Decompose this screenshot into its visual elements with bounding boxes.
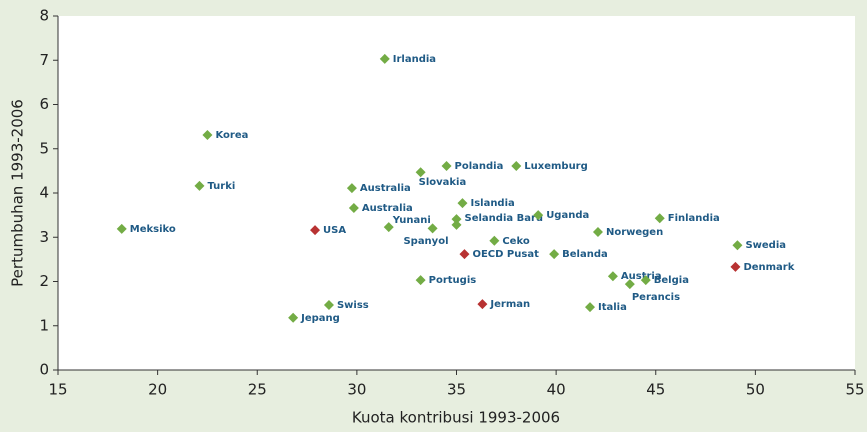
x-tick-label: 55 [845,381,864,399]
point-label: Jerman [489,299,530,310]
y-tick-label: 4 [39,184,49,202]
point-label: USA [323,225,346,236]
point-label: Austria [621,271,662,282]
point [584,302,595,313]
point [654,213,665,224]
point [415,167,426,178]
y-tick-label: 6 [39,95,49,113]
x-axis-title: Kuota kontribusi 1993-2006 [352,409,560,427]
point [415,275,426,286]
point-label: Islandia [470,198,514,209]
point [459,249,470,260]
point [288,312,299,323]
x-tick-label: 35 [447,381,466,399]
point-label: Spanyol [403,236,448,247]
point [346,183,357,194]
y-tick-label: 3 [39,228,49,246]
x-tick-label: 40 [547,381,566,399]
point-label: Luxemburg [524,161,588,172]
point [732,240,743,251]
point-label: Turki [207,181,235,192]
point-label: Jepang [300,313,340,324]
point-label: Swiss [337,300,369,311]
point [116,223,127,234]
y-tick-label: 2 [39,272,49,290]
point [451,214,462,225]
point-label: Denmark [743,262,794,273]
point-label: Polandia [455,161,504,172]
point-label: Yunani [392,215,431,226]
x-tick-label: 20 [148,381,167,399]
point [427,223,438,234]
point [624,279,635,290]
y-tick-label: 7 [39,51,49,69]
point-label: Australia [360,183,411,194]
point [441,161,452,172]
x-tick-label: 50 [746,381,765,399]
y-tick-label: 0 [39,361,49,379]
x-tick-label: 30 [347,381,366,399]
point-label: Irlandia [393,54,436,65]
point-label: Belgia [654,275,689,286]
point-label: Ceko [502,236,530,247]
point-label: Italia [598,302,627,313]
point [730,261,741,272]
point-label: Meksiko [130,224,176,235]
point-label: Norwegen [606,227,663,238]
point [533,210,544,221]
point-label: Australia [362,203,413,214]
point [640,275,651,286]
x-tick-label: 25 [248,381,267,399]
point [607,271,618,282]
point [549,249,560,260]
y-tick-label: 1 [39,316,49,334]
point-label: Uganda [546,210,589,221]
y-axis-title: Pertumbuhan 1993-2006 [9,99,27,287]
point-label: Slovakia [419,177,467,188]
plot-area [58,16,855,370]
point-label: Portugis [429,275,477,286]
point [379,53,390,64]
point [477,299,488,310]
point [489,235,500,246]
point [323,299,334,310]
point [511,161,522,172]
x-tick-label: 45 [646,381,665,399]
point-label: Belanda [562,249,608,260]
point-label: Finlandia [668,213,720,224]
x-tick-label: 15 [48,381,67,399]
point-label: Swedia [745,240,786,251]
point [457,198,468,209]
point [451,219,462,230]
point [348,203,359,214]
point-label: OECD Pusat [472,249,539,260]
point [310,225,321,236]
point [383,222,394,233]
point-label: Perancis [632,292,680,303]
point-label: Selandia Baru [465,213,544,224]
point [194,180,205,191]
point-label: Korea [215,130,248,141]
point [202,130,213,141]
point [592,226,603,237]
y-tick-label: 5 [39,139,49,157]
y-tick-label: 8 [39,7,49,25]
